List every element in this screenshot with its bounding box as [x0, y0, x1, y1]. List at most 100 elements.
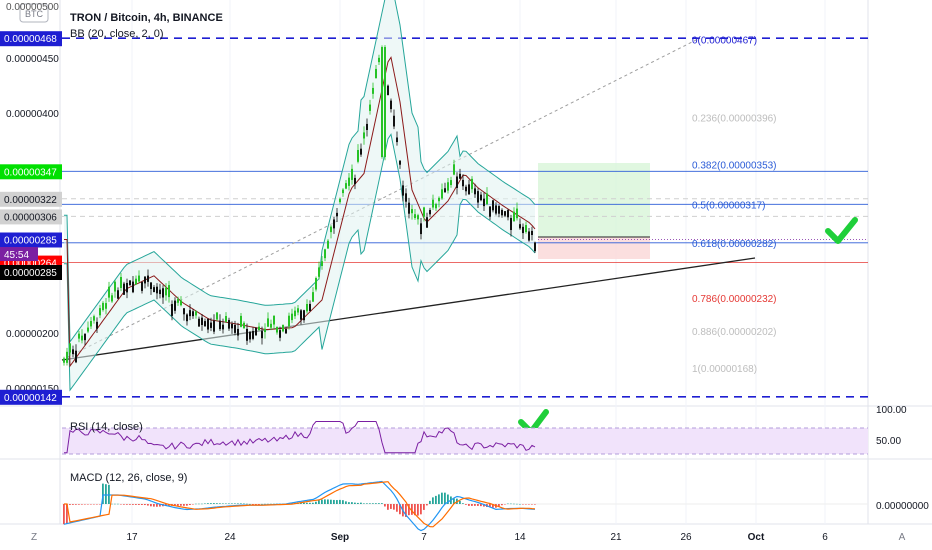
chart-title: TRON / Bitcoin, 4h, BINANCE: [70, 12, 223, 24]
macd-bar: [366, 503, 368, 504]
macd-bar: [117, 503, 119, 505]
macd-bar: [219, 503, 221, 504]
candle-body: [165, 287, 167, 296]
macd-bar: [393, 504, 395, 510]
macd-bar: [129, 504, 131, 505]
candle-body: [138, 275, 140, 282]
candle-body: [249, 332, 251, 340]
macd-bar: [303, 502, 305, 504]
macd-bar: [87, 504, 89, 505]
auto-scale-button[interactable]: A: [899, 532, 906, 543]
price-tag-label: 0.00000306: [4, 212, 57, 223]
long-position-profit-zone[interactable]: [538, 163, 650, 237]
macd-bar: [93, 504, 95, 505]
macd-indicator-label[interactable]: MACD (12, 26, close, 9): [70, 472, 187, 484]
price-tag: [0, 232, 62, 248]
macd-bar: [363, 503, 365, 504]
candle-body: [177, 299, 179, 303]
macd-bar: [408, 504, 410, 516]
macd-bar: [141, 504, 143, 505]
symbol-badge[interactable]: [19, 3, 49, 23]
right-price-scale[interactable]: [868, 0, 932, 524]
candle-body: [348, 177, 350, 186]
candle-body: [459, 173, 461, 179]
macd-bar: [387, 504, 389, 510]
fib-diagonal-line[interactable]: [61, 37, 701, 361]
candle-body: [219, 320, 221, 330]
candle-body: [153, 287, 155, 293]
candle-body: [141, 282, 143, 291]
macd-bar: [489, 504, 491, 508]
macd-bar: [483, 504, 485, 507]
macd-bar: [126, 504, 128, 505]
macd-bar: [321, 499, 323, 504]
macd-bar: [312, 502, 314, 504]
macd-bar: [147, 504, 149, 506]
countdown-badge: [0, 247, 38, 261]
long-position-stop-zone[interactable]: [538, 237, 650, 259]
candle-body: [156, 286, 158, 294]
macd-bar: [510, 503, 512, 505]
candle-body: [468, 184, 470, 195]
candle-body: [126, 282, 128, 293]
candle-body: [330, 226, 332, 233]
check-icon: [825, 217, 858, 244]
macd-bar: [264, 503, 266, 505]
price-tag-label: 0.00000285: [4, 236, 57, 247]
candle-body: [486, 193, 488, 205]
price-tag-label: 0.00000468: [4, 34, 57, 45]
macd-line: [63, 480, 536, 532]
macd-bar: [327, 499, 329, 504]
candle-body: [117, 290, 119, 299]
macd-bar: [249, 503, 251, 505]
time-axis-ticks[interactable]: 17 24 Sep 7 14 21 26 Oct 6: [126, 532, 828, 543]
candle-body: [447, 182, 449, 191]
macd-bar: [96, 504, 98, 505]
macd-bar: [354, 502, 356, 504]
candle-body: [354, 177, 356, 185]
candle-body: [231, 324, 233, 329]
macd-bar: [231, 503, 233, 504]
candle-body: [432, 199, 434, 208]
macd-bar: [183, 504, 185, 506]
candle-body: [414, 214, 416, 218]
bb-lower: [64, 133, 536, 392]
rsi-indicator-label[interactable]: RSI (14, close): [70, 421, 143, 433]
macd-bar: [309, 502, 311, 504]
candle-body: [162, 288, 164, 298]
macd-bar: [447, 494, 449, 504]
candle-body: [228, 319, 230, 329]
macd-bar: [342, 500, 344, 504]
fib-level-label: 0.786(0.00000232): [692, 294, 777, 305]
candle-body: [69, 343, 71, 353]
macd-bar: [336, 500, 338, 504]
fib-level-label: 0.382(0.00000353): [692, 161, 777, 172]
candle-body: [189, 310, 191, 317]
candle-body: [93, 316, 95, 321]
candle-body: [204, 321, 206, 327]
candle-body: [393, 115, 395, 127]
macd-bar: [429, 500, 431, 504]
countdown-label: 45:54: [4, 250, 29, 261]
macd-axis-zero: 0.00000000: [876, 501, 929, 512]
macd-bar: [222, 503, 224, 504]
candle-body: [498, 206, 500, 214]
candle-body: [318, 267, 320, 277]
candle-body: [336, 212, 338, 217]
candle-body: [63, 358, 65, 363]
macd-bar: [369, 503, 371, 504]
macd-bar: [441, 492, 443, 504]
candle-body: [450, 180, 452, 186]
candle-body: [303, 310, 305, 321]
macd-bar: [318, 500, 320, 504]
ascending-trendline[interactable]: [61, 257, 756, 361]
macd-bar: [135, 504, 137, 505]
macd-bar: [195, 503, 197, 505]
timezone-button[interactable]: Z: [31, 532, 37, 543]
candlesticks[interactable]: [63, 45, 536, 366]
macd-bar: [201, 503, 203, 505]
macd-bar: [444, 492, 446, 504]
candle-body: [456, 176, 458, 188]
bb-indicator-label[interactable]: BB (20, close, 2, 0): [70, 28, 164, 40]
